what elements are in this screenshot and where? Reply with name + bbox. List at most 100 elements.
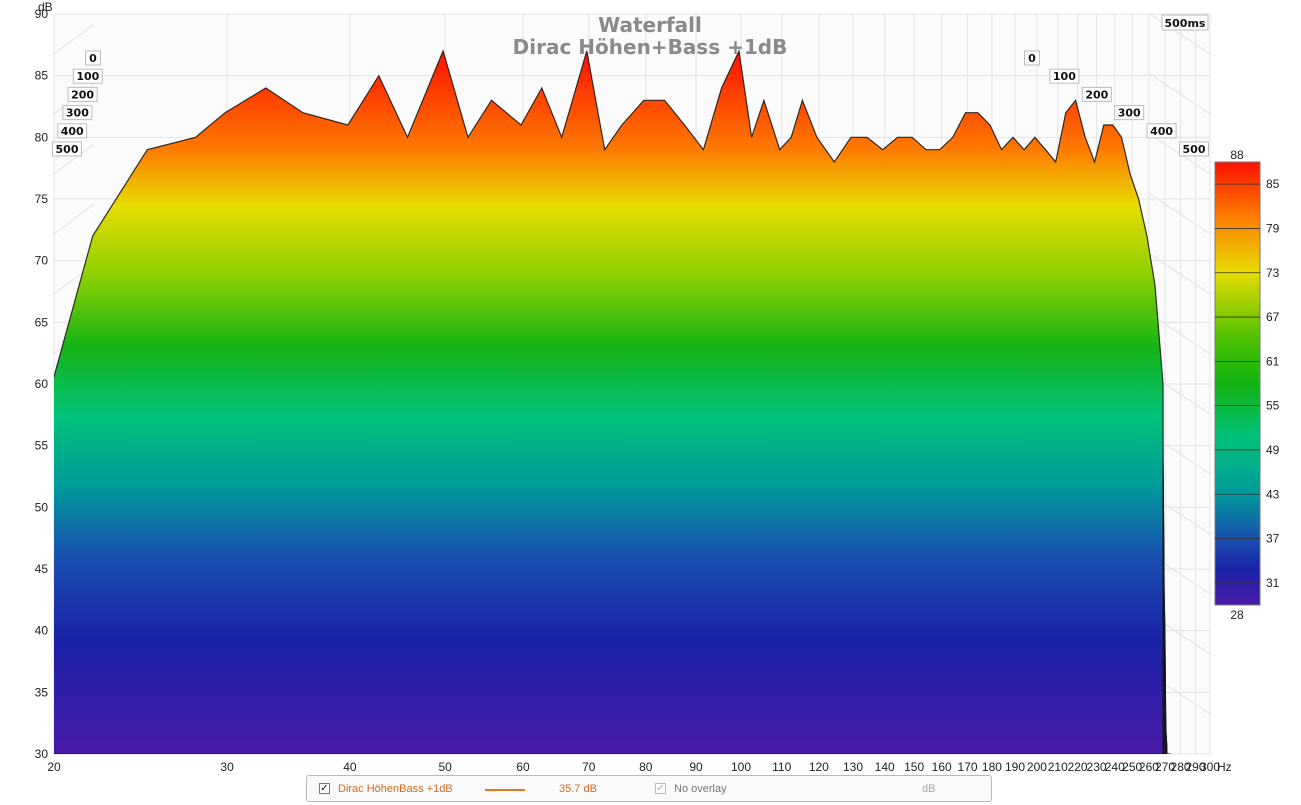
y-tick-label: 50	[35, 500, 49, 514]
x-tick-label: 80	[639, 760, 653, 774]
y-tick-label: 90	[35, 7, 49, 21]
x-tick-label: 130	[843, 760, 863, 774]
x-tick-label: 180	[982, 760, 1002, 774]
colorbar-tick-label: 37	[1266, 532, 1280, 546]
time-tick-label: 400	[1150, 125, 1173, 138]
measurement-name: Dirac HöhenBass +1dB	[338, 783, 453, 795]
chart-subtitle: Dirac Höhen+Bass +1dB	[513, 35, 788, 59]
x-tick-label: 50	[438, 760, 452, 774]
y-tick-label: 75	[35, 192, 49, 206]
time-axis-ticks: 0 0 100 100 200 200 300 300 400 400 500 500	[52, 50, 1209, 157]
x-tick-label: 30	[220, 760, 234, 774]
y-axis-ticks: 30 35 40 45 50 55 60 65 70 75 80 85 90	[35, 7, 49, 761]
series-front-slice	[54, 48, 1164, 754]
x-tick-label: 300	[1200, 760, 1220, 774]
x-tick-label: 120	[809, 760, 829, 774]
time-tick-badge	[1049, 68, 1080, 84]
time-tick-badge	[1114, 105, 1145, 121]
time-tick-badge	[1081, 86, 1112, 102]
x-tick-label: 230	[1087, 760, 1107, 774]
time-tick-label: 100	[1053, 70, 1076, 83]
colorbar	[1214, 161, 1261, 606]
x-tick-label: 220	[1068, 760, 1088, 774]
y-tick-label: 70	[35, 254, 49, 268]
x-tick-label: 260	[1139, 760, 1159, 774]
x-tick-label: 190	[1005, 760, 1025, 774]
measurement-legend: ✓ Dirac HöhenBass +1dB 35.7 dB ✓ No over…	[306, 775, 992, 802]
colorbar-tick-label: 31	[1266, 576, 1280, 590]
x-axis-unit: Hz	[1217, 760, 1232, 774]
time-tick-badge	[57, 123, 88, 139]
x-tick-label: 170	[958, 760, 978, 774]
overlay-unit: dB	[922, 783, 936, 795]
colorbar-max-label: 88	[1230, 148, 1244, 162]
time-tick-badge	[62, 105, 93, 121]
time-tick-badge	[1024, 50, 1040, 66]
x-tick-label: 200	[1027, 760, 1047, 774]
time-tick-badge	[67, 86, 98, 102]
overlay-label: No overlay	[674, 783, 727, 795]
x-tick-label: 280	[1171, 760, 1191, 774]
time-end-label: 500ms	[1165, 17, 1206, 30]
time-end-badge	[1161, 14, 1209, 31]
x-tick-label: 100	[731, 760, 751, 774]
y-tick-label: 80	[35, 130, 49, 144]
colorbar-tick-label: 49	[1266, 443, 1280, 457]
x-tick-label: 270	[1155, 760, 1175, 774]
y-axis-label: dB	[38, 0, 53, 14]
y-tick-label: 65	[35, 315, 49, 329]
time-tick-label: 500	[56, 143, 79, 156]
colorbar-ticks: 85 79 73 67 61 55 49 43 37 31	[1215, 177, 1280, 590]
time-tick-label: 200	[1085, 88, 1108, 101]
measurement-value: 35.7 dB	[559, 783, 597, 795]
x-tick-label: 290	[1186, 760, 1206, 774]
colorbar-tick-label: 55	[1266, 399, 1280, 413]
y-tick-label: 45	[35, 562, 49, 576]
time-tick-badge	[1146, 123, 1177, 139]
measurement-checkbox[interactable]: ✓	[319, 783, 330, 794]
time-tick-badge	[85, 50, 101, 66]
x-tick-label: 140	[875, 760, 895, 774]
y-tick-label: 60	[35, 377, 49, 391]
x-axis-ticks: 20 30 40 50 60 70 80 90 100 110 120 130 140 150 160 170…	[47, 760, 1220, 774]
time-tick-badge	[52, 141, 82, 157]
x-tick-label: 60	[516, 760, 530, 774]
x-tick-label: 110	[772, 760, 791, 774]
y-tick-label: 40	[35, 624, 49, 638]
y-tick-label: 85	[35, 69, 49, 83]
time-tick-label: 0	[1028, 52, 1036, 65]
x-tick-label: 20	[47, 760, 61, 774]
x-tick-label: 250	[1122, 760, 1142, 774]
time-tick-label: 300	[1118, 107, 1141, 120]
colorbar-tick-label: 67	[1266, 310, 1280, 324]
time-tick-label: 300	[66, 107, 89, 120]
colorbar-tick-label: 85	[1266, 177, 1280, 191]
x-tick-label: 70	[582, 760, 596, 774]
time-tick-label: 200	[71, 88, 94, 101]
measurement-line-swatch	[485, 789, 525, 791]
x-tick-label: 240	[1105, 760, 1125, 774]
colorbar-tick-label: 73	[1266, 266, 1280, 280]
time-tick-badge	[1179, 141, 1209, 157]
x-tick-label: 40	[343, 760, 357, 774]
colorbar-tick-label: 43	[1266, 487, 1280, 501]
time-tick-label: 0	[89, 52, 97, 65]
waterfall-surface	[54, 48, 1172, 754]
y-tick-label: 35	[35, 685, 49, 699]
x-tick-label: 150	[904, 760, 924, 774]
time-tick-label: 400	[61, 125, 84, 138]
x-tick-label: 210	[1048, 760, 1068, 774]
x-tick-label: 160	[932, 760, 952, 774]
y-tick-label: 55	[35, 439, 49, 453]
colorbar-min-label: 28	[1230, 608, 1244, 622]
time-tick-badge	[72, 68, 103, 84]
overlay-checkbox[interactable]: ✓	[655, 783, 666, 794]
chart-title: Waterfall	[598, 13, 702, 37]
colorbar-tick-label: 61	[1266, 354, 1280, 368]
colorbar-tick-label: 79	[1266, 221, 1280, 235]
x-tick-label: 90	[689, 760, 703, 774]
time-tick-label: 100	[76, 70, 99, 83]
time-tick-label: 500	[1183, 143, 1206, 156]
y-tick-label: 30	[35, 747, 49, 761]
